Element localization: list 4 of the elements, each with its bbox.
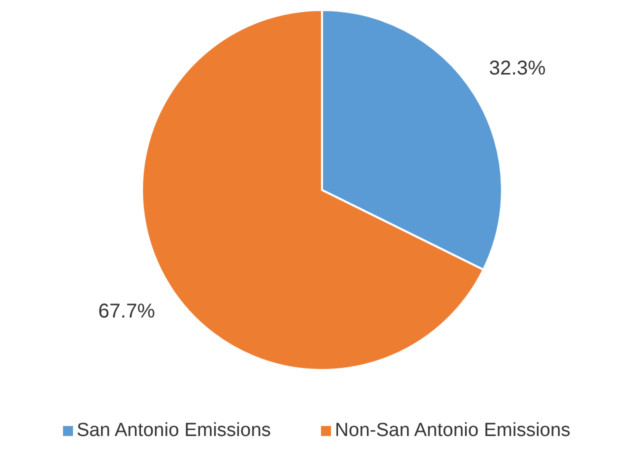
legend-label: Non-San Antonio Emissions xyxy=(334,420,570,442)
data-label: 67.7% xyxy=(98,300,156,322)
legend-label: San Antonio Emissions xyxy=(76,420,271,442)
data-label: 32.3% xyxy=(488,58,546,80)
